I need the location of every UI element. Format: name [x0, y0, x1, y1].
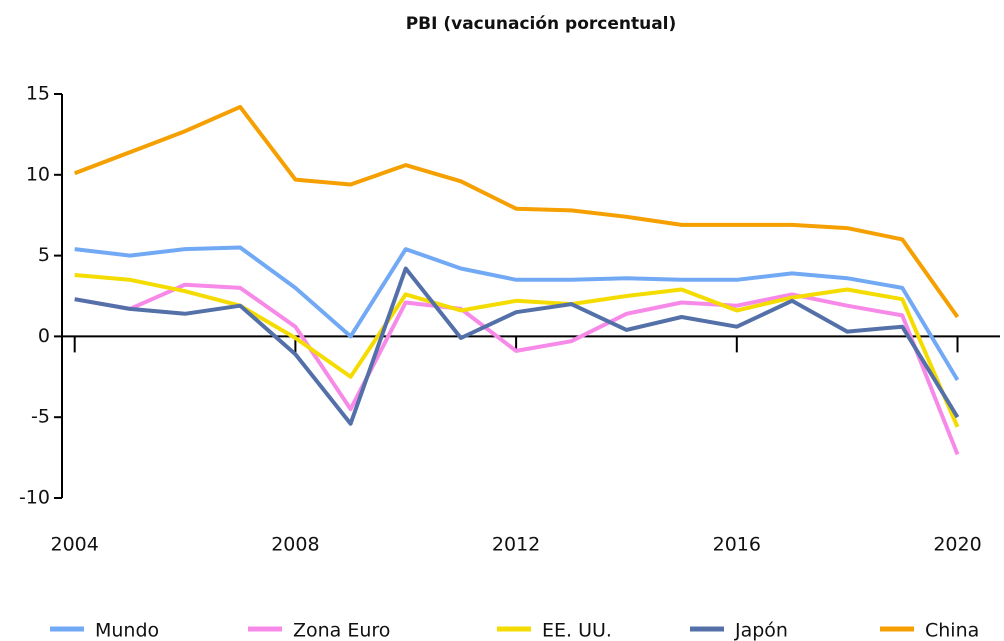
- series-line: [74, 266, 960, 426]
- y-tick-label: -10: [19, 487, 50, 509]
- x-tick-label: 2008: [271, 534, 319, 556]
- series-line: [73, 104, 960, 319]
- x-tick-label: 2004: [51, 534, 99, 556]
- y-tick-label: 15: [26, 83, 50, 105]
- legend-label: Zona Euro: [293, 620, 390, 641]
- x-tick-label: 2012: [492, 534, 540, 556]
- x-tick-label: 2020: [933, 534, 981, 556]
- y-tick-label: 0: [38, 325, 50, 347]
- x-tick-label: 2016: [713, 534, 761, 556]
- series-line: [74, 282, 960, 456]
- series-line: [74, 245, 960, 382]
- legend-label: Mundo: [95, 620, 159, 641]
- y-tick-label: 5: [38, 244, 50, 266]
- series-line: [74, 273, 960, 428]
- y-tick-label: 10: [26, 163, 50, 185]
- legend-label: EE. UU.: [542, 620, 612, 641]
- chart-title: PBI (vacunación porcentual): [406, 14, 677, 34]
- y-tick-label: -5: [31, 406, 50, 428]
- legend-label: Japón: [734, 620, 788, 641]
- legend-label: China: [925, 620, 979, 641]
